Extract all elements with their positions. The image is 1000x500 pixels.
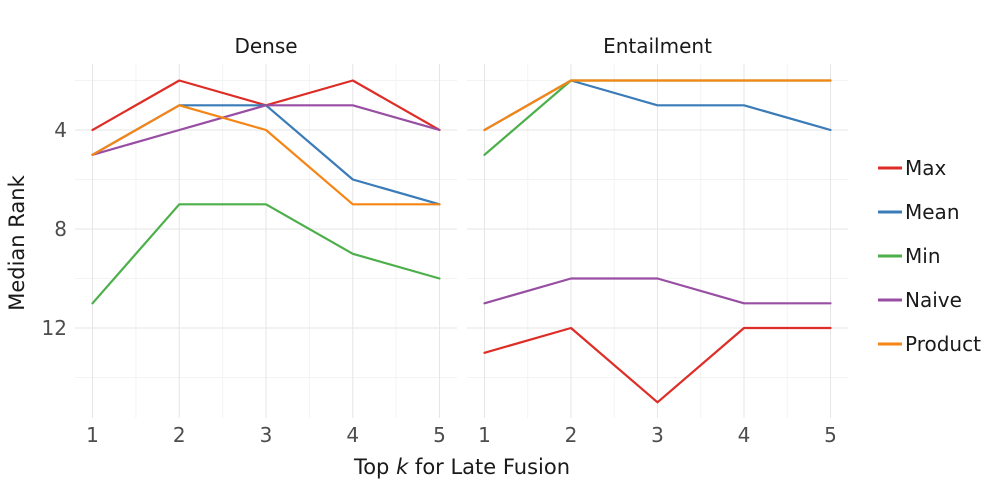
series-line-max xyxy=(483,326,832,404)
series-line-product xyxy=(91,104,441,206)
legend-label: Product xyxy=(905,332,981,356)
series-line-product xyxy=(483,79,832,132)
x-tick-label: 3 xyxy=(651,423,664,447)
panel-title: Dense xyxy=(234,34,297,58)
x-tick-label: 3 xyxy=(260,423,273,447)
x-tick-label: 5 xyxy=(824,423,837,447)
legend-label: Max xyxy=(905,156,947,180)
y-axis-ticks: 4 8 12 xyxy=(42,118,67,340)
series-line-min xyxy=(91,203,441,305)
x-tick-label: 2 xyxy=(173,423,186,447)
panel-entailment: 1 2 3 4 5 Entailment xyxy=(467,34,848,447)
legend-item-max: Max xyxy=(878,156,947,180)
legend-item-mean: Mean xyxy=(878,200,960,224)
legend-label: Min xyxy=(905,244,941,268)
x-tick-label: 2 xyxy=(565,423,578,447)
x-tick-label: 4 xyxy=(738,423,751,447)
x-tick-label: 1 xyxy=(478,423,491,447)
y-tick-label: 12 xyxy=(42,316,67,340)
y-tick-label: 4 xyxy=(54,118,67,142)
series-line-naive xyxy=(91,104,441,156)
x-axis-title: Top k for Late Fusion xyxy=(353,455,570,479)
y-tick-label: 8 xyxy=(54,217,67,241)
x-tick-label: 5 xyxy=(433,423,446,447)
legend-label: Naive xyxy=(905,288,962,312)
legend-label: Mean xyxy=(905,200,960,224)
panels: 1 2 3 4 5 Dense 1 2 3 4 5 Entailment xyxy=(75,34,848,447)
legend-item-naive: Naive xyxy=(878,288,962,312)
legend-item-product: Product xyxy=(878,332,981,356)
legend: Max Mean Min Naive Product xyxy=(878,156,981,356)
panel-dense: 1 2 3 4 5 Dense xyxy=(75,34,457,447)
panel-title: Entailment xyxy=(603,34,712,58)
y-axis-title: Median Rank xyxy=(5,174,29,310)
series-line-naive xyxy=(483,277,832,305)
x-tick-label: 4 xyxy=(346,423,359,447)
legend-item-min: Min xyxy=(878,244,941,268)
x-tick-label: 1 xyxy=(86,423,99,447)
